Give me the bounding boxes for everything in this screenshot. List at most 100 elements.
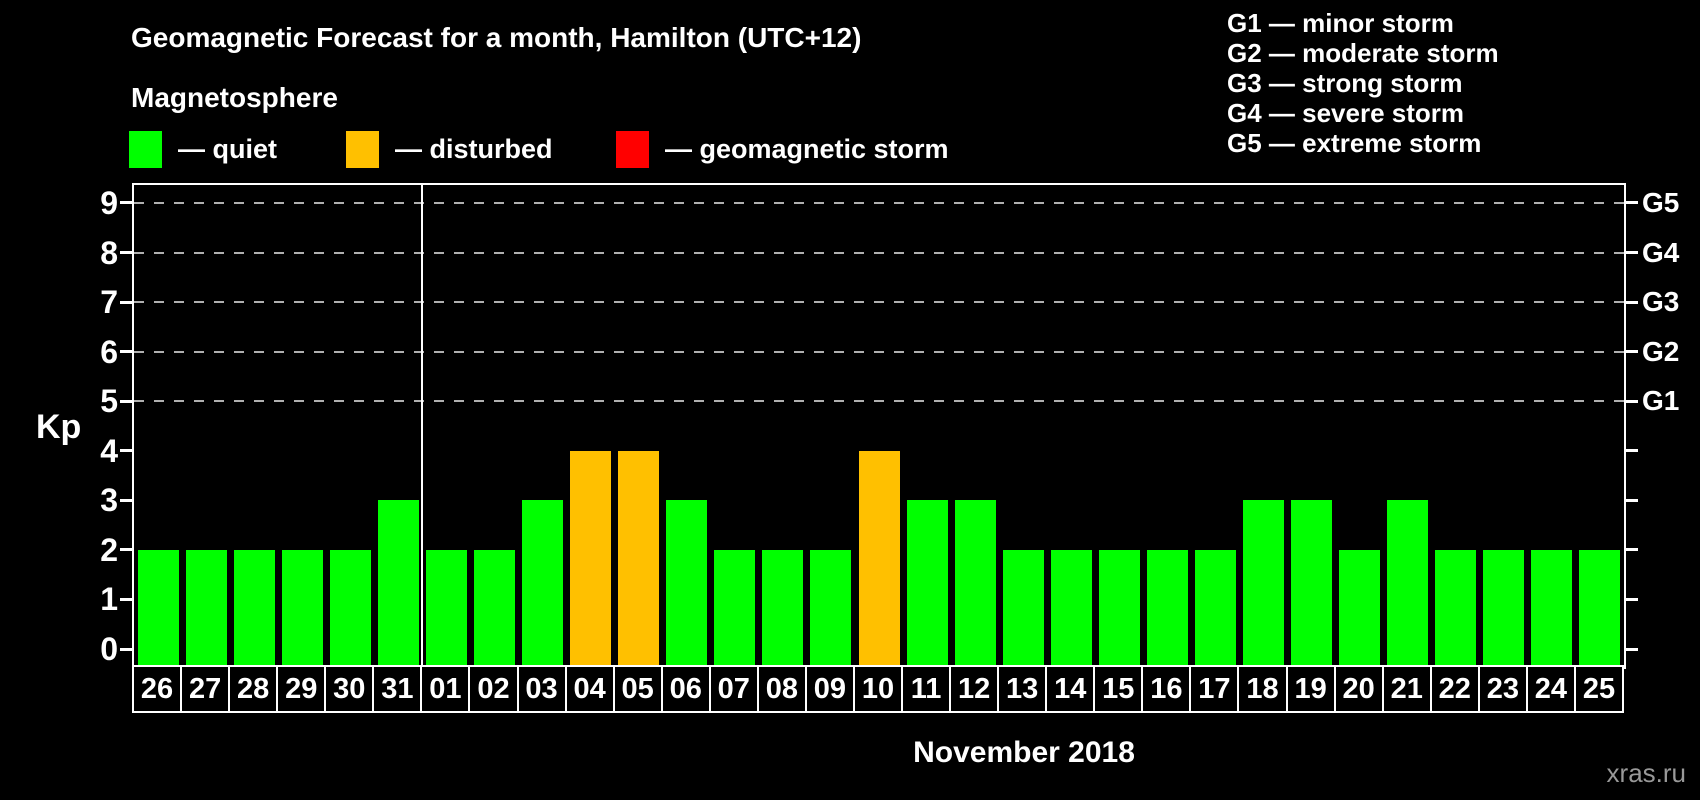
y-tick-label-0: 0 — [100, 631, 118, 667]
legend-item-disturbed: — disturbed — [346, 128, 553, 170]
y-axis-tick-left-0 — [120, 647, 133, 651]
day-label-cell-27: 27 — [180, 665, 231, 713]
y-axis-tick-right-1 — [1625, 597, 1638, 601]
y-axis-tick-right-0 — [1625, 647, 1638, 651]
y-axis-tick-left-1 — [120, 597, 133, 601]
quiet-color-swatch — [129, 130, 162, 168]
day-label-cell-21: 21 — [1381, 665, 1432, 713]
kp-bar-day-15 — [1098, 549, 1140, 667]
day-label-cell-18: 18 — [1237, 665, 1288, 713]
kp-bar-day-29 — [281, 549, 323, 667]
kp-bar-day-28 — [233, 549, 275, 667]
kp-bar-day-21 — [1387, 500, 1429, 667]
y-axis-tick-left-2 — [120, 548, 133, 552]
day-label-cell-29: 29 — [276, 665, 327, 713]
day-label-cell-17: 17 — [1189, 665, 1240, 713]
y-axis-tick-right-4 — [1625, 449, 1638, 453]
kp-bar-day-17 — [1194, 549, 1236, 667]
kp-bar-day-31 — [377, 500, 419, 667]
legend-item-quiet: — quiet — [129, 128, 277, 170]
magnetosphere-label: Magnetosphere — [131, 82, 338, 113]
y-axis-tick-right-9 — [1625, 201, 1638, 205]
day-label-cell-13: 13 — [997, 665, 1048, 713]
day-label-cell-16: 16 — [1141, 665, 1192, 713]
y-tick-label-6: 6 — [100, 333, 118, 370]
day-label-cell-05: 05 — [612, 665, 663, 713]
legend-item-label: — disturbed — [395, 133, 553, 164]
gridline-kp-9 — [134, 201, 1624, 204]
day-label-cell-23: 23 — [1477, 665, 1528, 713]
day-label-cell-25: 25 — [1573, 665, 1624, 713]
day-label-cell-28: 28 — [228, 665, 279, 713]
y-axis-tick-left-9 — [120, 201, 133, 205]
day-label-cell-06: 06 — [660, 665, 711, 713]
kp-bar-day-03 — [522, 500, 564, 667]
storm-scale-legend: G1 — minor storm G2 — moderate storm G3 … — [1227, 8, 1499, 158]
day-label-cell-24: 24 — [1525, 665, 1576, 713]
day-label-cell-20: 20 — [1333, 665, 1384, 713]
kp-bar-day-10 — [858, 450, 900, 667]
day-label-cell-15: 15 — [1093, 665, 1144, 713]
g-scale-label-g4: G4 — [1642, 236, 1680, 268]
site-watermark: xras.ru — [1606, 758, 1686, 788]
kp-bar-day-18 — [1243, 500, 1285, 667]
gridline-kp-5 — [134, 400, 1624, 403]
storm-scale-item-g1: G1 — minor storm — [1227, 8, 1454, 38]
legend-item-label: — quiet — [178, 133, 277, 164]
kp-bar-day-30 — [329, 549, 371, 667]
day-label-cell-03: 03 — [516, 665, 567, 713]
month-separator-line — [421, 185, 424, 667]
kp-bar-day-01 — [425, 549, 467, 667]
gridline-kp-7 — [134, 301, 1624, 304]
day-label-cell-01: 01 — [420, 665, 471, 713]
y-tick-label-2: 2 — [100, 531, 118, 568]
kp-bar-day-11 — [906, 500, 948, 667]
g-scale-label-g1: G1 — [1642, 385, 1680, 417]
storm-color-swatch — [616, 130, 649, 168]
kp-bar-day-08 — [762, 549, 804, 667]
day-label-cell-14: 14 — [1045, 665, 1096, 713]
kp-bar-day-24 — [1531, 549, 1573, 667]
y-tick-label-3: 3 — [100, 482, 118, 519]
gridline-kp-6 — [134, 350, 1624, 353]
kp-bar-day-16 — [1146, 549, 1188, 667]
y-axis-title-kp: Kp — [36, 408, 82, 446]
y-tick-label-1: 1 — [100, 581, 118, 618]
day-label-cell-12: 12 — [949, 665, 1000, 713]
y-tick-label-5: 5 — [100, 383, 118, 420]
y-tick-label-4: 4 — [100, 432, 118, 469]
y-axis-tick-left-8 — [120, 251, 133, 255]
day-label-cell-30: 30 — [324, 665, 375, 713]
y-tick-label-7: 7 — [100, 284, 118, 321]
kp-bar-day-26 — [137, 549, 179, 667]
y-axis-tick-right-6 — [1625, 350, 1638, 354]
gridline-kp-8 — [134, 251, 1624, 254]
disturbed-color-swatch — [346, 130, 379, 168]
storm-scale-item-g3: G3 — strong storm — [1227, 68, 1463, 98]
y-axis-tick-right-5 — [1625, 399, 1638, 403]
kp-bar-day-09 — [810, 549, 852, 667]
y-axis-tick-left-4 — [120, 449, 133, 453]
day-label-cell-19: 19 — [1285, 665, 1336, 713]
day-label-row: 26 27 28 29 30 31 01 02 03 04 05 06 07 08 09 10 11 12 13 14… — [132, 665, 1630, 715]
y-axis-tick-right-2 — [1625, 548, 1638, 552]
day-label-cell-08: 08 — [756, 665, 807, 713]
kp-bar-day-13 — [1002, 549, 1044, 667]
day-label-cell-26: 26 — [132, 665, 183, 713]
day-label-cell-11: 11 — [901, 665, 952, 713]
y-axis-tick-left-5 — [120, 399, 133, 403]
y-axis-tick-left-6 — [120, 350, 133, 354]
y-axis-tick-left-7 — [120, 300, 133, 304]
y-axis-tick-right-8 — [1625, 251, 1638, 255]
kp-bar-day-05 — [618, 450, 660, 667]
kp-bar-day-04 — [570, 450, 612, 667]
legend-item-label: — geomagnetic storm — [665, 133, 949, 164]
month-label: November 2018 — [913, 736, 1135, 769]
y-axis-tick-right-7 — [1625, 300, 1638, 304]
kp-bar-day-25 — [1579, 549, 1621, 667]
g-scale-label-g3: G3 — [1642, 286, 1680, 318]
storm-scale-item-g4: G4 — severe storm — [1227, 98, 1465, 128]
kp-bar-day-07 — [714, 549, 756, 667]
g-scale-label-g5: G5 — [1642, 186, 1680, 218]
